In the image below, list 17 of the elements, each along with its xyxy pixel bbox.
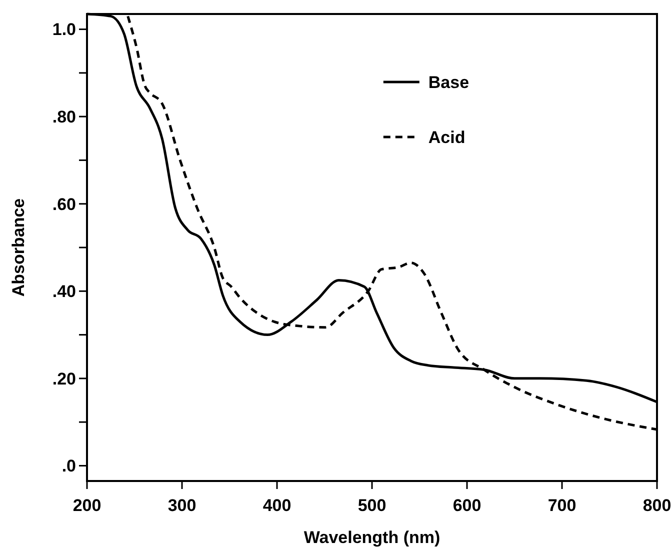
- x-tick-label: 600: [452, 496, 482, 515]
- y-tick-label: 1.0: [52, 20, 76, 40]
- y-tick-label: .80: [52, 108, 76, 127]
- x-tick-label: 300: [168, 496, 196, 515]
- x-tick-label: 800: [642, 496, 672, 515]
- y-tick-label: .20: [52, 369, 76, 388]
- x-tick-label: 400: [262, 496, 292, 515]
- legend-label: Base: [428, 72, 470, 92]
- y-tick-label: .0: [62, 456, 76, 476]
- x-tick-label: 500: [358, 496, 386, 515]
- x-tick-label: 700: [548, 496, 576, 515]
- x-tick-label: 200: [72, 496, 102, 515]
- y-axis-title: Absorbance: [9, 198, 28, 297]
- legend-label: Acid: [428, 128, 466, 147]
- x-axis-title: Wavelength (nm): [304, 528, 440, 547]
- y-tick-label: .40: [52, 282, 76, 302]
- y-tick-label: .60: [52, 194, 76, 214]
